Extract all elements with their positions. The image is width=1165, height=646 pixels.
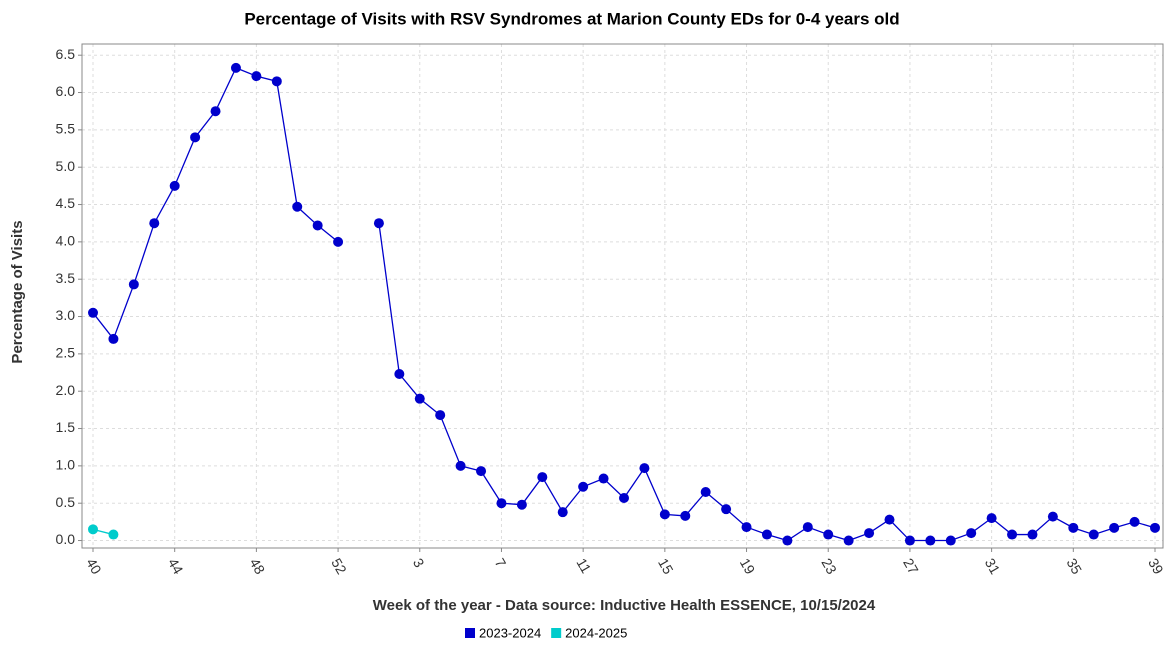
data-point — [1068, 522, 1079, 533]
data-point — [619, 492, 629, 503]
data-point — [639, 463, 650, 474]
data-point — [904, 535, 915, 546]
y-tick-label: 0.0 — [56, 531, 76, 547]
data-point — [1109, 522, 1120, 533]
data-point — [700, 487, 711, 497]
y-tick-label: 0.5 — [56, 494, 76, 510]
data-point — [741, 522, 752, 533]
x-tick-label: 48 — [247, 555, 269, 577]
data-point — [578, 481, 589, 492]
data-point — [190, 132, 201, 143]
data-point — [496, 498, 507, 509]
data-point — [88, 307, 98, 318]
y-axis-title: Percentage of Visits — [9, 220, 26, 363]
data-point — [884, 514, 895, 525]
legend-label: 2024-2025 — [565, 625, 627, 640]
data-point — [88, 524, 98, 535]
data-point — [925, 535, 936, 546]
data-point — [251, 71, 262, 82]
data-point — [292, 201, 303, 212]
data-point — [1027, 529, 1038, 540]
data-point — [1150, 522, 1160, 533]
x-tick-label: 11 — [573, 555, 594, 576]
data-point — [557, 507, 568, 518]
data-point — [761, 529, 772, 540]
data-point — [333, 236, 344, 247]
y-tick-label: 6.5 — [56, 46, 76, 62]
x-tick-label: 23 — [818, 555, 840, 577]
data-point — [210, 106, 221, 117]
x-tick-label: 39 — [1145, 555, 1165, 577]
legend-label: 2023-2024 — [479, 625, 541, 640]
data-point — [680, 510, 691, 521]
x-tick-label: 27 — [900, 555, 922, 577]
chart-title: Percentage of Visits with RSV Syndromes … — [244, 9, 899, 28]
data-point — [128, 279, 139, 290]
y-tick-label: 4.0 — [56, 233, 76, 249]
data-point — [659, 509, 670, 520]
x-tick-label: 15 — [655, 555, 677, 577]
x-tick-label: 40 — [83, 555, 105, 577]
x-tick-label: 44 — [165, 555, 187, 577]
y-tick-label: 2.0 — [56, 382, 76, 398]
x-tick-label: 35 — [1064, 555, 1086, 577]
data-point — [782, 535, 793, 546]
data-point — [414, 393, 425, 404]
x-axis-title: Week of the year - Data source: Inductiv… — [373, 597, 876, 614]
data-point — [945, 535, 956, 546]
data-point — [1047, 511, 1058, 522]
data-point — [1007, 529, 1018, 540]
data-point — [864, 528, 875, 539]
data-point — [312, 220, 323, 231]
data-point — [169, 180, 180, 191]
data-point — [108, 529, 119, 540]
data-point — [823, 529, 834, 540]
y-tick-label: 4.5 — [56, 195, 76, 211]
data-point — [476, 466, 487, 477]
data-point — [394, 369, 405, 380]
data-point — [802, 522, 813, 533]
legend-swatch — [465, 628, 475, 638]
x-tick-label: 19 — [737, 555, 759, 577]
y-tick-label: 5.5 — [56, 121, 76, 137]
data-point — [108, 333, 119, 344]
series-line — [378, 223, 1156, 542]
data-point — [843, 535, 854, 546]
data-point — [435, 410, 446, 421]
x-tick-label: 52 — [328, 555, 350, 577]
y-tick-label: 5.0 — [56, 158, 76, 174]
data-point — [1088, 529, 1099, 540]
data-point — [966, 528, 977, 539]
data-point — [149, 218, 160, 229]
data-point — [271, 76, 282, 87]
data-point — [537, 472, 548, 483]
data-point — [373, 218, 384, 229]
data-point — [516, 499, 527, 510]
data-point — [598, 473, 609, 484]
y-tick-label: 1.0 — [56, 457, 76, 473]
y-tick-label: 3.0 — [56, 307, 76, 323]
y-tick-label: 2.5 — [56, 345, 76, 361]
x-tick-label: 3 — [410, 555, 428, 570]
plot-frame — [81, 43, 1164, 549]
data-point — [721, 504, 732, 515]
data-point — [230, 62, 241, 73]
y-tick-label: 6.0 — [56, 83, 76, 99]
data-point — [986, 513, 997, 524]
y-tick-label: 3.5 — [56, 270, 76, 286]
x-tick-label: 7 — [492, 555, 510, 570]
legend-swatch — [551, 628, 562, 638]
y-tick-label: 1.5 — [56, 419, 76, 435]
x-tick-label: 31 — [982, 555, 1004, 577]
data-point — [1129, 516, 1140, 527]
data-point — [455, 460, 466, 471]
